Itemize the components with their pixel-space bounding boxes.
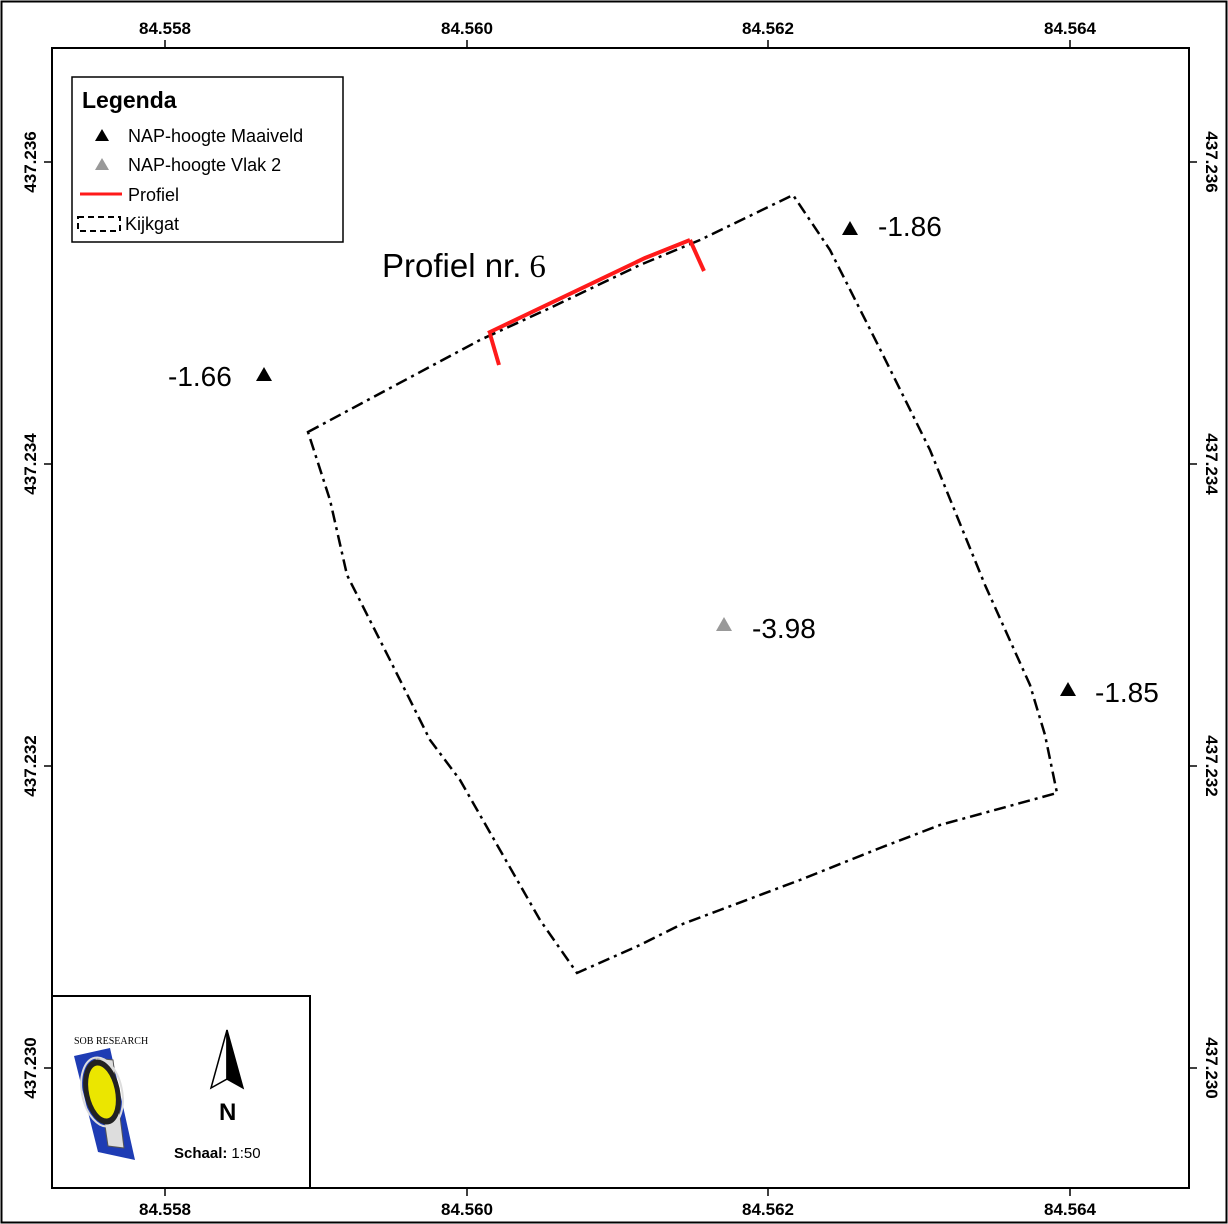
x-tick-label: 84.560	[441, 1200, 493, 1219]
x-tick-label: 84.564	[1044, 1200, 1097, 1219]
black-triangle-icon	[842, 221, 858, 235]
legend-item-label: Profiel	[128, 185, 179, 205]
legend-item-label: Kijkgat	[125, 214, 179, 234]
point-1: -1.86	[842, 211, 942, 242]
x-tick-label: 84.558	[139, 19, 191, 38]
legend-title: Legenda	[82, 87, 177, 113]
inset-box: SOB RESEARCH N Schaal: 1:50	[51, 995, 311, 1189]
legend-item-label: NAP-hoogte Maaiveld	[128, 126, 303, 146]
scale-value: 1:50	[231, 1145, 260, 1162]
x-axis-top: 84.558 84.560 84.562 84.564	[139, 19, 1097, 48]
legend-box	[71, 76, 344, 243]
elevation-label: -1.86	[878, 211, 942, 242]
black-triangle-icon	[256, 367, 272, 381]
y-tick-label: 437.230	[21, 1037, 40, 1098]
scale-text: Schaal: 1:50	[174, 1145, 261, 1162]
elevation-label: -3.98	[752, 613, 816, 644]
x-tick-label: 84.558	[139, 1200, 191, 1219]
y-axis-right: 437.236 437.234 437.232 437.230	[1189, 131, 1221, 1099]
x-axis-bottom: 84.558 84.560 84.562 84.564	[139, 1188, 1097, 1219]
y-tick-label: 437.230	[1202, 1037, 1221, 1098]
scale-label: Schaal:	[174, 1145, 227, 1162]
legend: Legenda NAP-hoogte Maaiveld NAP-hoogte V…	[71, 76, 344, 243]
gray-triangle-icon	[95, 158, 109, 170]
profile-end-tick	[688, 239, 706, 272]
profile-line	[487, 238, 706, 366]
y-tick-label: 437.236	[1202, 131, 1221, 192]
org-name: SOB RESEARCH	[74, 1036, 148, 1047]
y-tick-label: 437.232	[21, 735, 40, 796]
y-tick-label: 437.234	[1202, 433, 1221, 495]
y-tick-label: 437.234	[21, 433, 40, 495]
point-3: -3.98	[716, 613, 816, 644]
profile-label: Profiel nr. 6	[382, 247, 546, 285]
y-tick-label: 437.232	[1202, 735, 1221, 796]
profile-label-text: Profiel nr.	[382, 247, 521, 284]
profile-end-tick	[488, 333, 501, 366]
x-tick-label: 84.560	[441, 19, 493, 38]
north-arrow-icon	[209, 1029, 245, 1090]
x-tick-label: 84.562	[742, 1200, 794, 1219]
black-triangle-icon	[1060, 682, 1076, 696]
y-tick-label: 437.236	[21, 131, 40, 192]
x-tick-label: 84.562	[742, 19, 794, 38]
gray-triangle-icon	[716, 617, 732, 631]
y-axis-left: 437.236 437.234 437.232 437.230	[21, 131, 52, 1099]
dashed-box-icon	[77, 216, 121, 232]
point-2: -1.66	[168, 361, 272, 392]
elevation-label: -1.85	[1095, 677, 1159, 708]
north-label: N	[219, 1099, 236, 1126]
legend-item-label: NAP-hoogte Vlak 2	[128, 155, 281, 175]
point-4: -1.85	[1060, 677, 1159, 708]
black-triangle-icon	[95, 129, 109, 141]
profile-segment	[487, 238, 691, 335]
kijkgat-outline	[306, 193, 1059, 975]
org-logo-icon	[74, 1048, 135, 1160]
elevation-label: -1.66	[168, 361, 232, 392]
x-tick-label: 84.564	[1044, 19, 1097, 38]
profile-number: 6	[529, 249, 546, 285]
